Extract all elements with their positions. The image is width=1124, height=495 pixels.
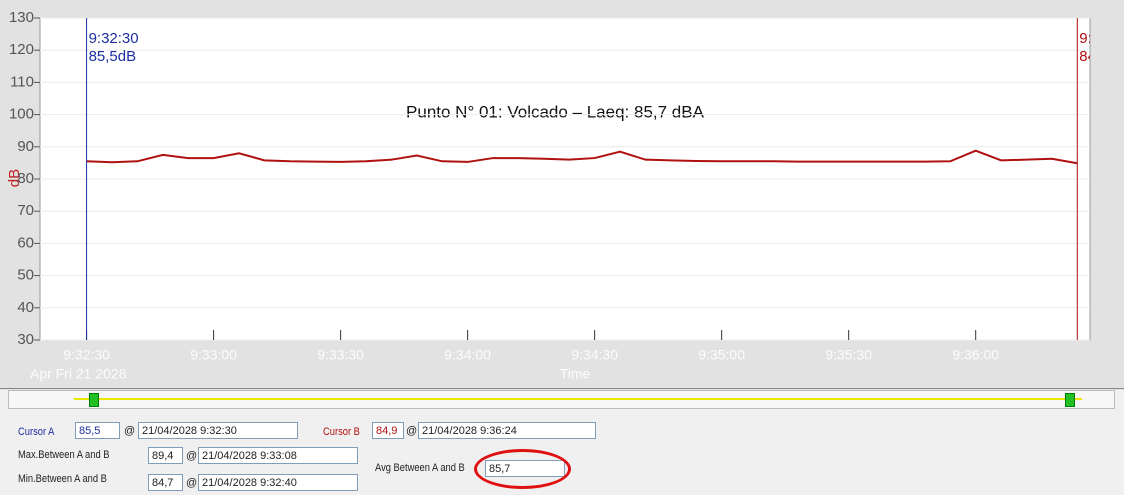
cursor-a-label: Cursor A [18, 426, 55, 438]
date-label: Apr Fri 21 2028 [30, 366, 127, 382]
at-sign: @ [186, 450, 198, 462]
scroll-handle-a[interactable] [89, 393, 99, 407]
y-tick-label: 40 [17, 299, 34, 316]
max-value[interactable]: 89,4 [148, 447, 183, 464]
y-tick-label: 30 [17, 331, 34, 348]
max-time[interactable]: 21/04/2028 9:33:08 [198, 447, 358, 464]
scroll-handle-b[interactable] [1065, 393, 1075, 407]
at-sign: @ [124, 425, 136, 437]
cursor-b-time[interactable]: 21/04/2028 9:36:24 [418, 422, 596, 439]
x-tick-label: 9:33:30 [317, 347, 364, 363]
data-line [86, 149, 1078, 165]
separator [0, 388, 1124, 389]
cursor-b-label: Cursor B [323, 426, 360, 438]
max-label: Max.Between A and B [18, 449, 110, 461]
cursor-value: 84,9dB [1079, 48, 1124, 65]
y-tick-label: 110 [10, 73, 34, 90]
scrollbar-track [8, 390, 1115, 409]
cursor-time: 9:32:30 [89, 30, 139, 47]
cursor-labels: 9:36:2484,9dB [1079, 30, 1124, 65]
y-tick-label: 100 [9, 106, 34, 123]
min-label: Min.Between A and B [18, 473, 107, 485]
x-tick-label: 9:35:30 [825, 347, 872, 363]
at-sign: @ [406, 425, 418, 437]
x-tick-label: 9:32:30 [63, 347, 110, 363]
avg-label: Avg Between A and B [375, 462, 465, 474]
cursor-b-value[interactable]: 84,9 [372, 422, 404, 439]
x-tick-label: 9:34:00 [444, 347, 491, 363]
cursor-a-time[interactable]: 21/04/2028 9:32:30 [138, 422, 298, 439]
x-tick-label: 9:34:30 [571, 347, 618, 363]
chart: dB Punto N° 01: Volcado – Laeq: 85,7 dBA… [0, 0, 1124, 390]
highlight-ellipse [474, 449, 571, 489]
x-tick-label: 9:36:00 [952, 347, 999, 363]
cursor-value: 85,5dB [89, 48, 137, 65]
min-value[interactable]: 84,7 [148, 474, 183, 491]
min-time[interactable]: 21/04/2028 9:32:40 [198, 474, 358, 491]
y-tick-label: 60 [17, 234, 34, 251]
x-tick-label: 9:33:00 [190, 347, 237, 363]
y-axis-label: dB [6, 169, 23, 187]
x-axis-label: Time [560, 366, 591, 382]
cursor-time: 9:36:24 [1079, 30, 1124, 47]
at-sign: @ [186, 477, 198, 489]
y-tick-label: 70 [17, 202, 34, 219]
y-tick-label: 50 [17, 267, 34, 284]
y-tick-label: 90 [17, 138, 34, 155]
annotation: Punto N° 01: Volcado – Laeq: 85,7 dBA [406, 102, 705, 121]
x-tick-label: 9:35:00 [698, 347, 745, 363]
y-tick-label: 130 [9, 9, 34, 26]
y-tick-label: 80 [17, 170, 34, 187]
scroll-range [74, 398, 1082, 400]
y-tick-label: 120 [9, 41, 34, 58]
cursor-a-value[interactable]: 85,5 [75, 422, 120, 439]
